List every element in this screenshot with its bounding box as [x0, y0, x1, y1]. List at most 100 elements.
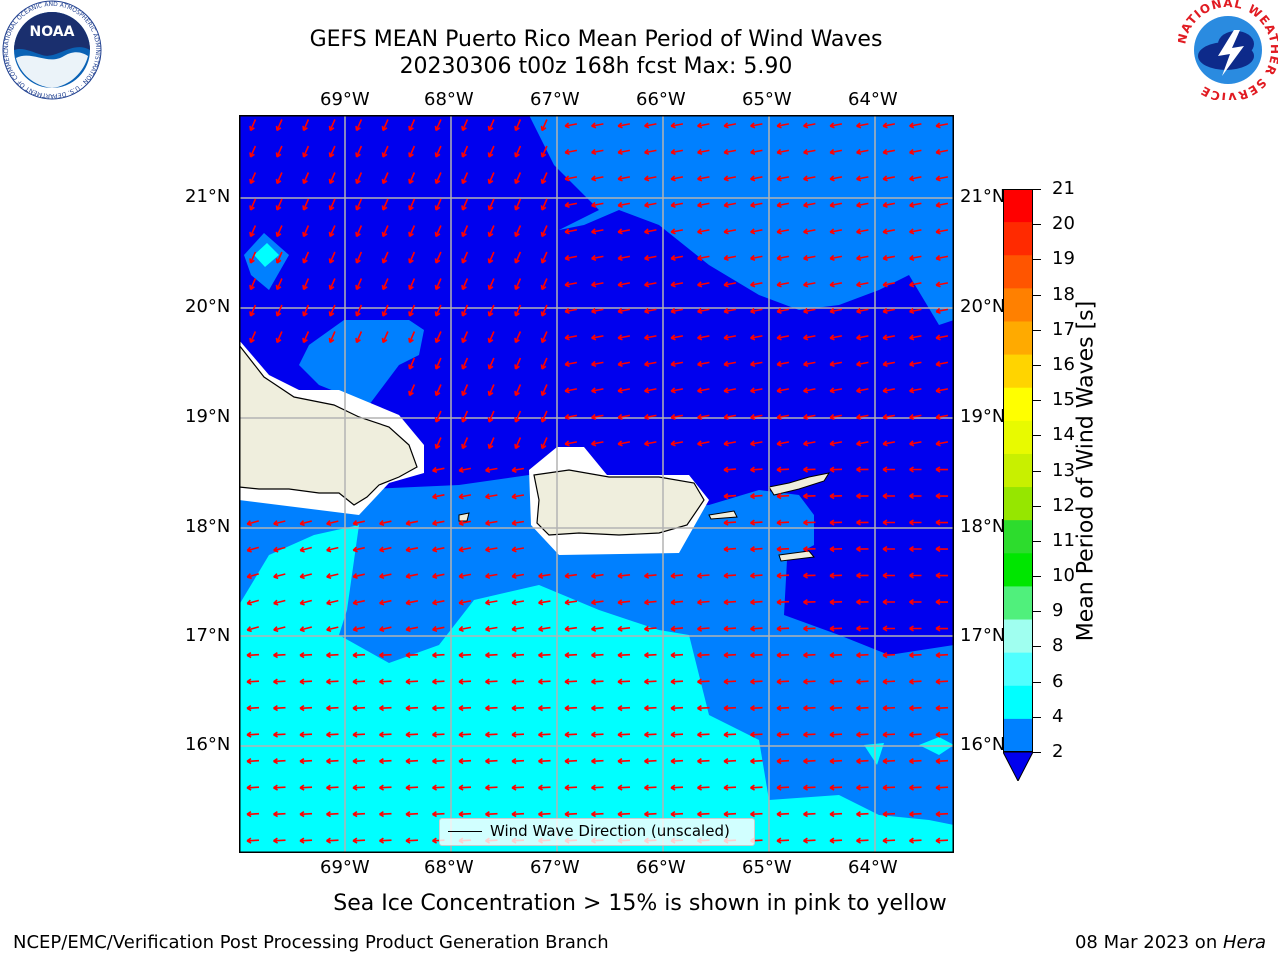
colorbar-tick-label: 13 — [1052, 459, 1075, 481]
wind-wave-arrow — [379, 678, 392, 685]
wind-wave-arrow — [458, 466, 472, 473]
wind-wave-arrow — [697, 360, 710, 367]
wind-wave-arrow — [935, 492, 949, 500]
wind-wave-arrow — [564, 360, 578, 367]
wind-wave-arrow — [776, 572, 790, 579]
wind-wave-arrow — [246, 599, 260, 606]
wind-wave-arrow — [299, 546, 313, 553]
wind-wave-arrow — [909, 598, 922, 606]
wind-wave-arrow — [273, 573, 286, 580]
wind-wave-arrow — [856, 307, 869, 314]
wind-wave-arrow — [882, 731, 896, 738]
wind-wave-arrow — [882, 572, 895, 579]
lat-label-right: 19°N — [960, 406, 1006, 427]
wind-wave-arrow — [803, 254, 816, 261]
wind-wave-arrow — [856, 334, 869, 341]
wind-wave-arrow — [776, 175, 790, 182]
wind-wave-arrow — [564, 572, 578, 579]
wind-wave-arrow — [882, 492, 895, 500]
wind-wave-arrow — [803, 731, 816, 738]
wind-wave-arrow — [856, 652, 869, 659]
wind-wave-arrow — [829, 784, 843, 791]
colorbar-tick-label: 18 — [1052, 283, 1075, 305]
wind-wave-arrow — [670, 440, 684, 447]
wind-wave-arrow — [617, 281, 631, 288]
colorbar-frame — [1003, 189, 1033, 752]
wind-wave-arrow — [856, 731, 869, 738]
wind-wave-arrow — [776, 254, 790, 261]
wind-wave-arrow — [328, 278, 336, 291]
wind-wave-arrow — [829, 175, 843, 182]
colorbar-segment — [1003, 520, 1033, 554]
wind-wave-arrow — [935, 175, 949, 182]
wind-wave-arrow — [299, 731, 313, 738]
colorbar-tick-label: 11 — [1052, 529, 1075, 551]
wind-wave-arrow — [750, 201, 763, 208]
wind-wave-arrow — [909, 148, 922, 155]
wind-wave-arrow — [591, 228, 604, 235]
wind-wave-arrow — [803, 837, 816, 844]
wind-wave-arrow — [352, 705, 366, 712]
wind-wave-arrow — [564, 387, 578, 394]
wind-wave-arrow — [856, 492, 869, 500]
colorbar-tick-label: 6 — [1052, 670, 1064, 692]
wind-wave-arrow — [723, 281, 737, 288]
wind-wave-arrow — [644, 201, 657, 208]
wind-wave-arrow — [458, 784, 472, 791]
wind-wave-arrow — [379, 626, 392, 633]
wind-wave-arrow — [326, 837, 339, 844]
wind-wave-arrow — [644, 599, 657, 606]
wind-wave-arrow — [299, 652, 313, 659]
map-panel[interactable]: Wind Wave Direction (unscaled) — [239, 115, 954, 853]
wind-wave-arrow — [723, 122, 737, 129]
wind-wave-arrow — [723, 254, 737, 261]
wind-wave-arrow — [829, 334, 843, 341]
wind-wave-arrow — [461, 410, 469, 423]
lon-label-top: 68°W — [424, 89, 474, 110]
wind-wave-arrow — [670, 360, 684, 367]
wind-wave-arrow — [326, 520, 339, 527]
colorbar-tick-mark — [1033, 400, 1041, 402]
wind-wave-arrow — [246, 758, 260, 765]
wind-wave-arrow — [617, 360, 631, 367]
wind-wave-arrow — [326, 652, 339, 659]
wind-wave-arrow — [617, 784, 631, 791]
wind-wave-arrow — [935, 784, 949, 791]
wind-wave-arrow — [487, 437, 495, 450]
wind-wave-arrow — [408, 384, 416, 397]
wind-wave-arrow — [514, 198, 522, 211]
wind-wave-arrow — [670, 281, 684, 288]
wind-wave-arrow — [935, 625, 949, 632]
colorbar-tick-label: 10 — [1052, 565, 1075, 587]
colorbar-tick-label: 20 — [1052, 213, 1075, 235]
wind-wave-arrow — [803, 705, 816, 712]
wind-wave-arrow — [882, 334, 896, 341]
wind-wave-arrow — [644, 281, 657, 288]
wave-period-region-4-6 — [239, 525, 954, 853]
wind-wave-arrow — [246, 784, 260, 791]
wind-wave-arrow — [434, 198, 442, 211]
wind-wave-arrow — [882, 466, 895, 473]
wind-wave-arrow — [776, 758, 790, 765]
wind-wave-arrow — [461, 304, 469, 317]
wind-wave-arrow — [723, 466, 737, 473]
wind-wave-arrow — [697, 625, 710, 632]
wind-wave-arrow — [273, 599, 286, 606]
wind-wave-arrow — [355, 172, 363, 185]
wind-wave-arrow — [514, 304, 522, 317]
wind-wave-arrow — [829, 705, 843, 712]
wind-wave-arrow — [750, 387, 763, 394]
wind-wave-arrow — [461, 278, 469, 291]
wind-wave-arrow — [644, 731, 657, 738]
wind-wave-arrow — [487, 172, 495, 185]
wind-wave-arrow — [405, 837, 419, 844]
wind-wave-arrow — [511, 599, 525, 606]
wind-wave-arrow — [856, 281, 869, 288]
wind-wave-arrow — [379, 546, 392, 553]
wind-wave-arrow — [644, 387, 657, 394]
footer-host: Hera — [1222, 932, 1266, 953]
wind-wave-arrow — [723, 493, 737, 500]
wind-wave-arrow — [564, 758, 578, 765]
wind-wave-arrow — [909, 519, 922, 526]
wind-wave-arrow — [909, 811, 922, 818]
